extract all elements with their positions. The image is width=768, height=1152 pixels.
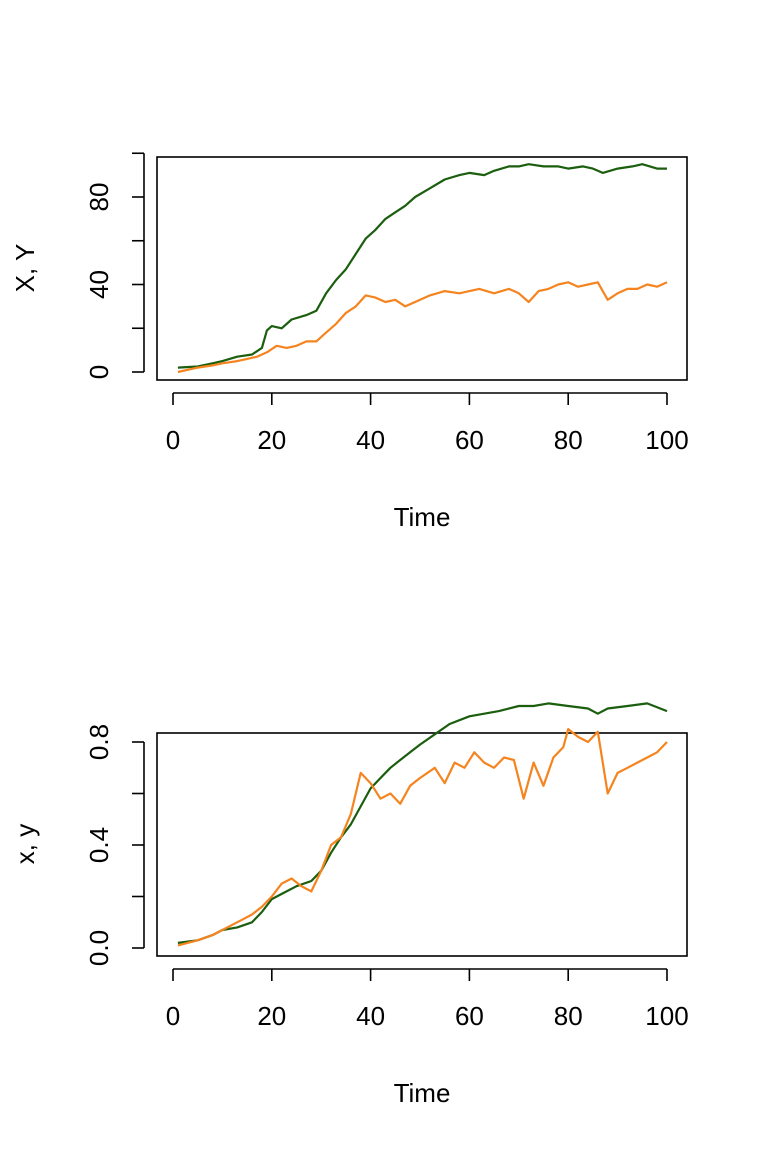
y-tick-label: 0.8 [84, 724, 114, 760]
x-tick-label: 60 [455, 425, 484, 455]
series-layer [177, 702, 668, 947]
series-line-Y [177, 281, 668, 374]
plot-frame [156, 156, 688, 381]
x-axis: 0 20 40 60 80 100 [166, 968, 689, 1031]
series-layer [177, 163, 668, 374]
x-tick-label: 40 [356, 425, 385, 455]
x-axis: 0 20 40 60 80 100 [166, 392, 689, 455]
y-axis: 0.0 0.4 0.8 [84, 724, 145, 966]
chart-bottom: 0 20 40 60 80 100 0.0 0.4 0.8 Time x, y [10, 702, 689, 1108]
x-tick-label: 0 [166, 1001, 180, 1031]
x-tick-label: 20 [257, 1001, 286, 1031]
x-tick-label: 60 [455, 1001, 484, 1031]
x-tick-label: 20 [257, 425, 286, 455]
y-tick-label: 40 [84, 270, 114, 299]
y-tick-label: 0 [84, 365, 114, 379]
series-line-X [177, 163, 667, 369]
x-tick-label: 100 [645, 425, 688, 455]
y-tick-label: 0.4 [84, 827, 114, 863]
x-tick-label: 40 [356, 1001, 385, 1031]
x-tick-label: 100 [645, 1001, 688, 1031]
series-line-x [177, 702, 668, 944]
y-axis: 0 40 80 [84, 152, 145, 379]
y-tick-label: 80 [84, 183, 114, 212]
x-tick-label: 80 [554, 1001, 583, 1031]
x-tick-label: 0 [166, 425, 180, 455]
y-tick-label: 0.0 [84, 930, 114, 966]
x-tick-label: 80 [554, 425, 583, 455]
x-axis-title: Time [394, 1078, 451, 1108]
y-axis-title: x, y [10, 824, 40, 864]
x-axis-title: Time [394, 502, 451, 532]
y-axis-title: X, Y [10, 244, 40, 293]
chart-top: 0 20 40 60 80 100 0 40 80 Time X, Y [10, 152, 689, 532]
plot-frame [156, 732, 688, 957]
series-line-y [177, 728, 668, 947]
